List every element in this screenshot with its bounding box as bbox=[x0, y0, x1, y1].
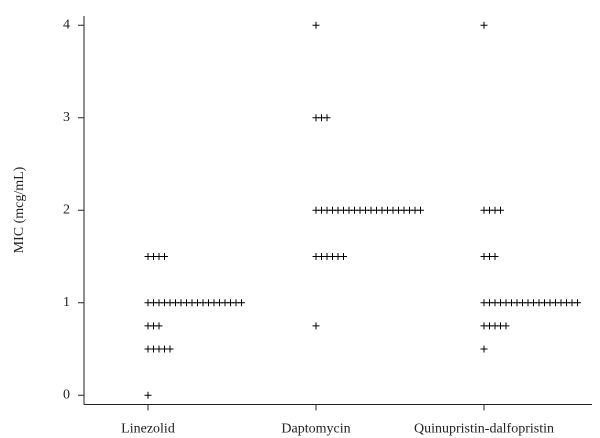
y-tick-label: 0 bbox=[63, 387, 70, 402]
plus-marker bbox=[574, 299, 581, 307]
plus-marker bbox=[238, 299, 245, 307]
y-tick-label: 4 bbox=[63, 17, 70, 32]
plus-marker bbox=[161, 253, 168, 260]
x-tick-label: Quinupristin-dalfopristin bbox=[414, 422, 554, 437]
plus-marker bbox=[312, 322, 320, 330]
plus-marker bbox=[155, 322, 163, 330]
plus-marker bbox=[340, 253, 347, 260]
plus-marker bbox=[323, 114, 331, 122]
y-tick-label: 1 bbox=[63, 295, 70, 310]
plus-marker bbox=[480, 21, 488, 29]
plus-marker bbox=[491, 253, 499, 260]
plus-marker bbox=[480, 345, 488, 353]
plus-marker bbox=[144, 391, 152, 399]
x-tick-label: Linezolid bbox=[121, 422, 175, 437]
x-tick-label: Daptomycin bbox=[281, 422, 350, 437]
plus-marker bbox=[312, 21, 320, 29]
y-tick-label: 2 bbox=[63, 202, 70, 217]
plus-marker bbox=[166, 345, 174, 353]
plus-marker bbox=[417, 206, 424, 214]
plus-marker bbox=[502, 322, 510, 330]
y-axis-label: MIC (mcg/mL) bbox=[12, 166, 27, 253]
plus-marker bbox=[497, 206, 504, 214]
y-tick-label: 3 bbox=[63, 110, 70, 125]
